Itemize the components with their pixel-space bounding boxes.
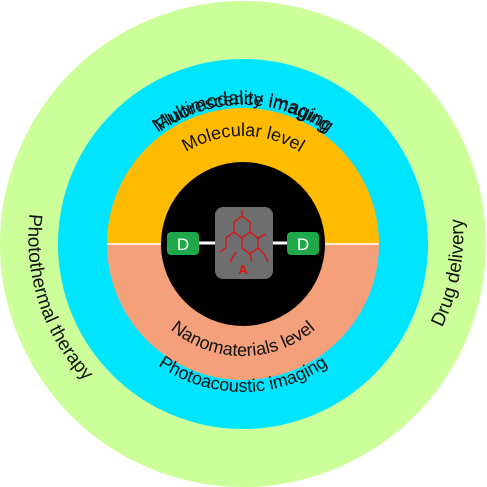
right-donor-label: D bbox=[297, 235, 309, 254]
acceptor-label: A bbox=[238, 262, 248, 277]
left-donor-label: D bbox=[177, 235, 189, 254]
